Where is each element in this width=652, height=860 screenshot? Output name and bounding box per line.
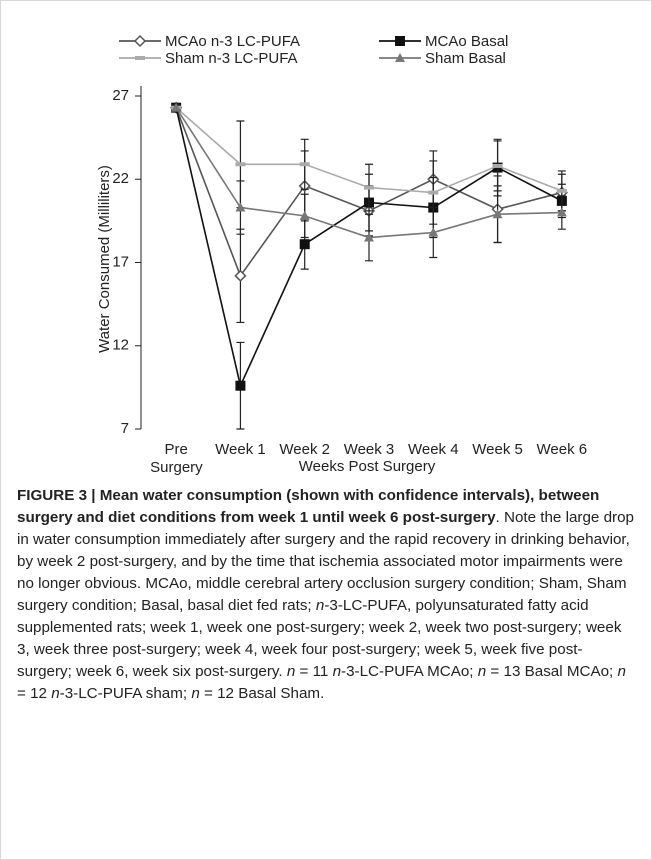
x-tick-label: Pre Surgery	[150, 441, 203, 476]
x-axis-title: Weeks Post Surgery	[299, 458, 436, 475]
caption-text: -3-LC-PUFA sham;	[59, 685, 192, 702]
y-axis-title: Water Consumed (Milliliters)	[96, 165, 113, 353]
marker	[235, 162, 246, 167]
caption-text: . Note the large drop in water consumpti…	[17, 509, 634, 614]
figure-caption: FIGURE 3 | Mean water consumption (shown…	[17, 485, 637, 705]
marker	[364, 185, 374, 190]
marker	[428, 227, 439, 237]
caption-text: -3-LC-PUFA, polyunsaturated fatty acid s…	[17, 597, 622, 680]
legend-label: MCAo n-3 LC-PUFA	[165, 33, 300, 50]
caption-text: -3-LC-PUFA MCAo;	[341, 663, 478, 680]
x-tick-label: Week 3	[343, 441, 395, 458]
series	[171, 102, 567, 262]
caption-text: n	[617, 663, 626, 680]
caption-text: FIGURE 3 | Mean water consumption (shown…	[17, 487, 600, 526]
x-tick-label: Week 4	[407, 441, 459, 458]
x-tick-label: Week 6	[536, 441, 588, 458]
legend-label: Sham n-3 LC-PUFA	[165, 50, 298, 67]
series	[171, 102, 567, 430]
chart: Water Consumed (Milliliters) Weeks Post …	[96, 33, 568, 475]
marker	[364, 232, 374, 242]
y-tick-label: 17	[112, 253, 129, 270]
x-tick-label: Week 1	[215, 441, 266, 458]
y-tick-label: 7	[121, 420, 129, 437]
series	[171, 103, 567, 225]
marker	[492, 163, 503, 168]
marker	[171, 102, 182, 112]
marker	[133, 34, 147, 48]
y-tick-label: 27	[112, 87, 129, 104]
marker	[556, 188, 567, 193]
caption-text: n	[191, 685, 200, 702]
marker	[395, 53, 405, 62]
marker	[299, 210, 310, 220]
legend-label: Sham Basal	[425, 50, 506, 67]
caption-text: n	[51, 685, 60, 702]
caption-text: n	[315, 597, 325, 614]
caption-text: = 13 Basal MCAo;	[486, 663, 618, 680]
marker	[556, 207, 567, 217]
x-tick-label: Week 5	[472, 441, 523, 458]
caption-text: n	[477, 663, 487, 680]
legend-label: MCAo Basal	[425, 33, 508, 50]
caption-text: = 11	[295, 663, 333, 680]
marker	[428, 190, 439, 195]
marker	[235, 380, 246, 391]
marker	[135, 56, 145, 60]
caption-text: = 12	[17, 685, 52, 702]
marker	[395, 36, 405, 46]
marker	[299, 239, 310, 250]
marker	[492, 209, 503, 219]
y-tick-label: 22	[112, 170, 129, 187]
x-tick-label: Week 2	[279, 441, 330, 458]
caption-text: = 12 Basal Sham.	[199, 685, 325, 702]
marker	[299, 162, 310, 167]
marker	[235, 202, 246, 212]
caption-text: n	[286, 663, 296, 680]
marker	[234, 269, 247, 282]
y-tick-label: 12	[112, 337, 129, 354]
caption-text: n	[332, 663, 342, 680]
